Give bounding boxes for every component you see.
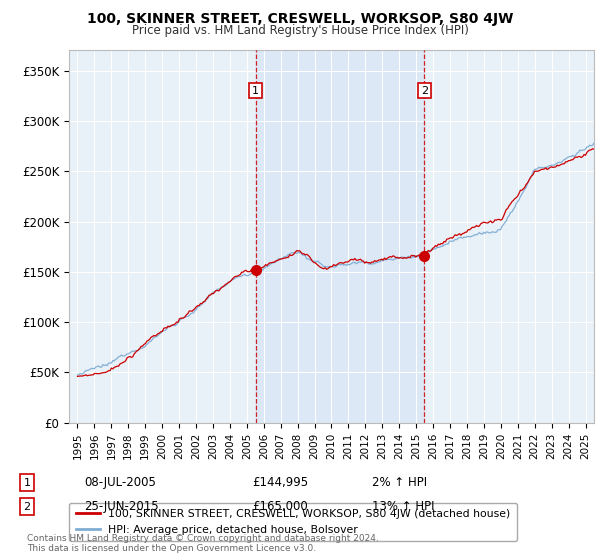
- Text: Contains HM Land Registry data © Crown copyright and database right 2024.
This d: Contains HM Land Registry data © Crown c…: [27, 534, 379, 553]
- Text: Price paid vs. HM Land Registry's House Price Index (HPI): Price paid vs. HM Land Registry's House …: [131, 24, 469, 36]
- Text: 08-JUL-2005: 08-JUL-2005: [84, 476, 156, 489]
- Bar: [256, 50, 424, 423]
- Text: 13% ↑ HPI: 13% ↑ HPI: [372, 500, 434, 514]
- Text: 1: 1: [252, 86, 259, 96]
- Text: 25-JUN-2015: 25-JUN-2015: [84, 500, 158, 514]
- Text: £144,995: £144,995: [252, 476, 308, 489]
- Text: 1: 1: [23, 478, 31, 488]
- Text: 2: 2: [23, 502, 31, 512]
- Legend: 100, SKINNER STREET, CRESWELL, WORKSOP, S80 4JW (detached house), HPI: Average p: 100, SKINNER STREET, CRESWELL, WORKSOP, …: [69, 503, 517, 541]
- Text: 100, SKINNER STREET, CRESWELL, WORKSOP, S80 4JW: 100, SKINNER STREET, CRESWELL, WORKSOP, …: [87, 12, 513, 26]
- Text: £165,000: £165,000: [252, 500, 308, 514]
- Text: 2% ↑ HPI: 2% ↑ HPI: [372, 476, 427, 489]
- Text: 2: 2: [421, 86, 428, 96]
